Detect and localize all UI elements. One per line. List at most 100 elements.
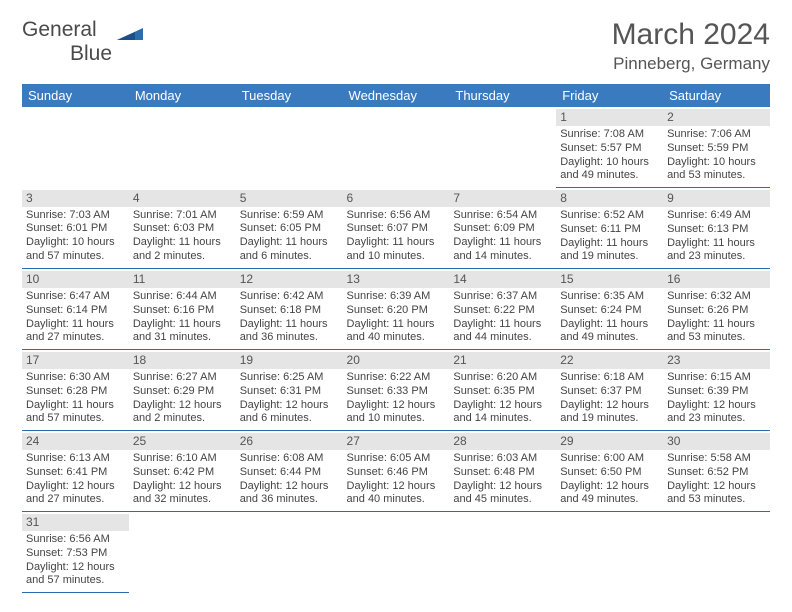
day-sunrise: Sunrise: 6:47 AM [26, 290, 125, 304]
day-sunset: Sunset: 6:39 PM [667, 385, 766, 399]
calendar-day-cell: 27Sunrise: 6:05 AMSunset: 6:46 PMDayligh… [343, 431, 450, 512]
calendar-day-cell: 1Sunrise: 7:08 AMSunset: 5:57 PMDaylight… [556, 107, 663, 188]
calendar-day-cell [449, 512, 556, 593]
day-number: 22 [556, 352, 663, 369]
location: Pinneberg, Germany [612, 54, 770, 74]
calendar-day-cell: 8Sunrise: 6:52 AMSunset: 6:11 PMDaylight… [556, 188, 663, 269]
day-sunset: Sunset: 6:07 PM [347, 222, 446, 236]
day-daylight: Daylight: 12 hours and 19 minutes. [560, 399, 659, 427]
weekday-header: Sunday [22, 84, 129, 107]
day-daylight: Daylight: 11 hours and 44 minutes. [453, 318, 552, 346]
day-number: 9 [663, 190, 770, 207]
day-sunset: Sunset: 6:26 PM [667, 304, 766, 318]
day-number: 6 [343, 190, 450, 207]
day-number: 20 [343, 352, 450, 369]
day-sunrise: Sunrise: 6:05 AM [347, 452, 446, 466]
calendar-day-cell [129, 107, 236, 188]
day-sunrise: Sunrise: 6:30 AM [26, 371, 125, 385]
day-sunrise: Sunrise: 6:25 AM [240, 371, 339, 385]
day-daylight: Daylight: 12 hours and 6 minutes. [240, 399, 339, 427]
day-number: 7 [449, 190, 556, 207]
day-number: 26 [236, 433, 343, 450]
day-sunrise: Sunrise: 7:01 AM [133, 209, 232, 223]
day-number: 1 [556, 109, 663, 126]
day-number: 13 [343, 271, 450, 288]
day-sunset: Sunset: 6:01 PM [26, 222, 125, 236]
day-daylight: Daylight: 10 hours and 53 minutes. [667, 156, 766, 184]
day-number: 4 [129, 190, 236, 207]
calendar-day-cell [236, 107, 343, 188]
day-sunset: Sunset: 6:05 PM [240, 222, 339, 236]
day-daylight: Daylight: 11 hours and 14 minutes. [453, 236, 552, 264]
day-number: 17 [22, 352, 129, 369]
weekday-header-row: SundayMondayTuesdayWednesdayThursdayFrid… [22, 84, 770, 107]
calendar-week-row: 10Sunrise: 6:47 AMSunset: 6:14 PMDayligh… [22, 269, 770, 350]
day-sunrise: Sunrise: 6:10 AM [133, 452, 232, 466]
day-sunrise: Sunrise: 6:27 AM [133, 371, 232, 385]
logo-text-2: Blue [70, 42, 112, 65]
calendar-day-cell: 29Sunrise: 6:00 AMSunset: 6:50 PMDayligh… [556, 431, 663, 512]
day-daylight: Daylight: 11 hours and 36 minutes. [240, 318, 339, 346]
day-daylight: Daylight: 12 hours and 45 minutes. [453, 480, 552, 508]
calendar-day-cell: 24Sunrise: 6:13 AMSunset: 6:41 PMDayligh… [22, 431, 129, 512]
calendar-day-cell: 21Sunrise: 6:20 AMSunset: 6:35 PMDayligh… [449, 350, 556, 431]
day-sunset: Sunset: 6:33 PM [347, 385, 446, 399]
calendar-day-cell: 6Sunrise: 6:56 AMSunset: 6:07 PMDaylight… [343, 188, 450, 269]
day-sunset: Sunset: 6:29 PM [133, 385, 232, 399]
day-sunrise: Sunrise: 6:22 AM [347, 371, 446, 385]
day-number: 25 [129, 433, 236, 450]
weekday-header: Saturday [663, 84, 770, 107]
calendar-day-cell: 31Sunrise: 6:56 AMSunset: 7:53 PMDayligh… [22, 512, 129, 593]
calendar-day-cell: 20 Sunrise: 6:22 AMSunset: 6:33 PMDayligh… [343, 350, 450, 431]
calendar-week-row: 31Sunrise: 6:56 AMSunset: 7:53 PMDayligh… [22, 512, 770, 593]
calendar-day-cell: 26Sunrise: 6:08 AMSunset: 6:44 PMDayligh… [236, 431, 343, 512]
title-block: March 2024 Pinneberg, Germany [612, 18, 770, 74]
day-number: 5 [236, 190, 343, 207]
day-number: 16 [663, 271, 770, 288]
calendar-table: SundayMondayTuesdayWednesdayThursdayFrid… [22, 84, 770, 593]
day-sunset: Sunset: 6:16 PM [133, 304, 232, 318]
day-sunset: Sunset: 6:35 PM [453, 385, 552, 399]
day-sunrise: Sunrise: 6:03 AM [453, 452, 552, 466]
calendar-day-cell: 5Sunrise: 6:59 AMSunset: 6:05 PMDaylight… [236, 188, 343, 269]
day-sunrise: Sunrise: 6:00 AM [560, 452, 659, 466]
day-sunrise: Sunrise: 6:42 AM [240, 290, 339, 304]
calendar-day-cell [449, 107, 556, 188]
day-number: 2 [663, 109, 770, 126]
day-daylight: Daylight: 12 hours and 2 minutes. [133, 399, 232, 427]
day-sunset: Sunset: 6:13 PM [667, 223, 766, 237]
day-sunset: Sunset: 5:59 PM [667, 142, 766, 156]
day-sunrise: Sunrise: 6:49 AM [667, 209, 766, 223]
day-sunset: Sunset: 6:37 PM [560, 385, 659, 399]
day-daylight: Daylight: 12 hours and 14 minutes. [453, 399, 552, 427]
calendar-day-cell: 2 Sunrise: 7:06 AMSunset: 5:59 PMDaylight… [663, 107, 770, 188]
logo-flag-icon [117, 22, 143, 42]
weekday-header: Friday [556, 84, 663, 107]
day-sunrise: Sunrise: 6:37 AM [453, 290, 552, 304]
day-daylight: Daylight: 12 hours and 40 minutes. [347, 480, 446, 508]
day-daylight: Daylight: 12 hours and 10 minutes. [347, 399, 446, 427]
day-daylight: Daylight: 12 hours and 57 minutes. [26, 561, 125, 589]
calendar-day-cell: 13Sunrise: 6:39 AMSunset: 6:20 PMDayligh… [343, 269, 450, 350]
page-title: March 2024 [612, 18, 770, 52]
day-sunrise: Sunrise: 6:13 AM [26, 452, 125, 466]
day-number: 15 [556, 271, 663, 288]
day-number: 11 [129, 271, 236, 288]
day-number: 3 [22, 190, 129, 207]
calendar-day-cell [663, 512, 770, 593]
day-sunrise: Sunrise: 6:44 AM [133, 290, 232, 304]
calendar-day-cell: 10Sunrise: 6:47 AMSunset: 6:14 PMDayligh… [22, 269, 129, 350]
weekday-header: Wednesday [343, 84, 450, 107]
calendar-day-cell [22, 107, 129, 188]
day-number: 19 [236, 352, 343, 369]
calendar-day-cell [129, 512, 236, 593]
calendar-week-row: 1Sunrise: 7:08 AMSunset: 5:57 PMDaylight… [22, 107, 770, 188]
calendar-day-cell: 7Sunrise: 6:54 AMSunset: 6:09 PMDaylight… [449, 188, 556, 269]
day-sunrise: Sunrise: 6:39 AM [347, 290, 446, 304]
day-sunrise: Sunrise: 5:58 AM [667, 452, 766, 466]
day-daylight: Daylight: 12 hours and 32 minutes. [133, 480, 232, 508]
day-sunrise: Sunrise: 7:06 AM [667, 128, 766, 142]
day-daylight: Daylight: 12 hours and 53 minutes. [667, 480, 766, 508]
calendar-day-cell: 4Sunrise: 7:01 AMSunset: 6:03 PMDaylight… [129, 188, 236, 269]
day-number: 24 [22, 433, 129, 450]
